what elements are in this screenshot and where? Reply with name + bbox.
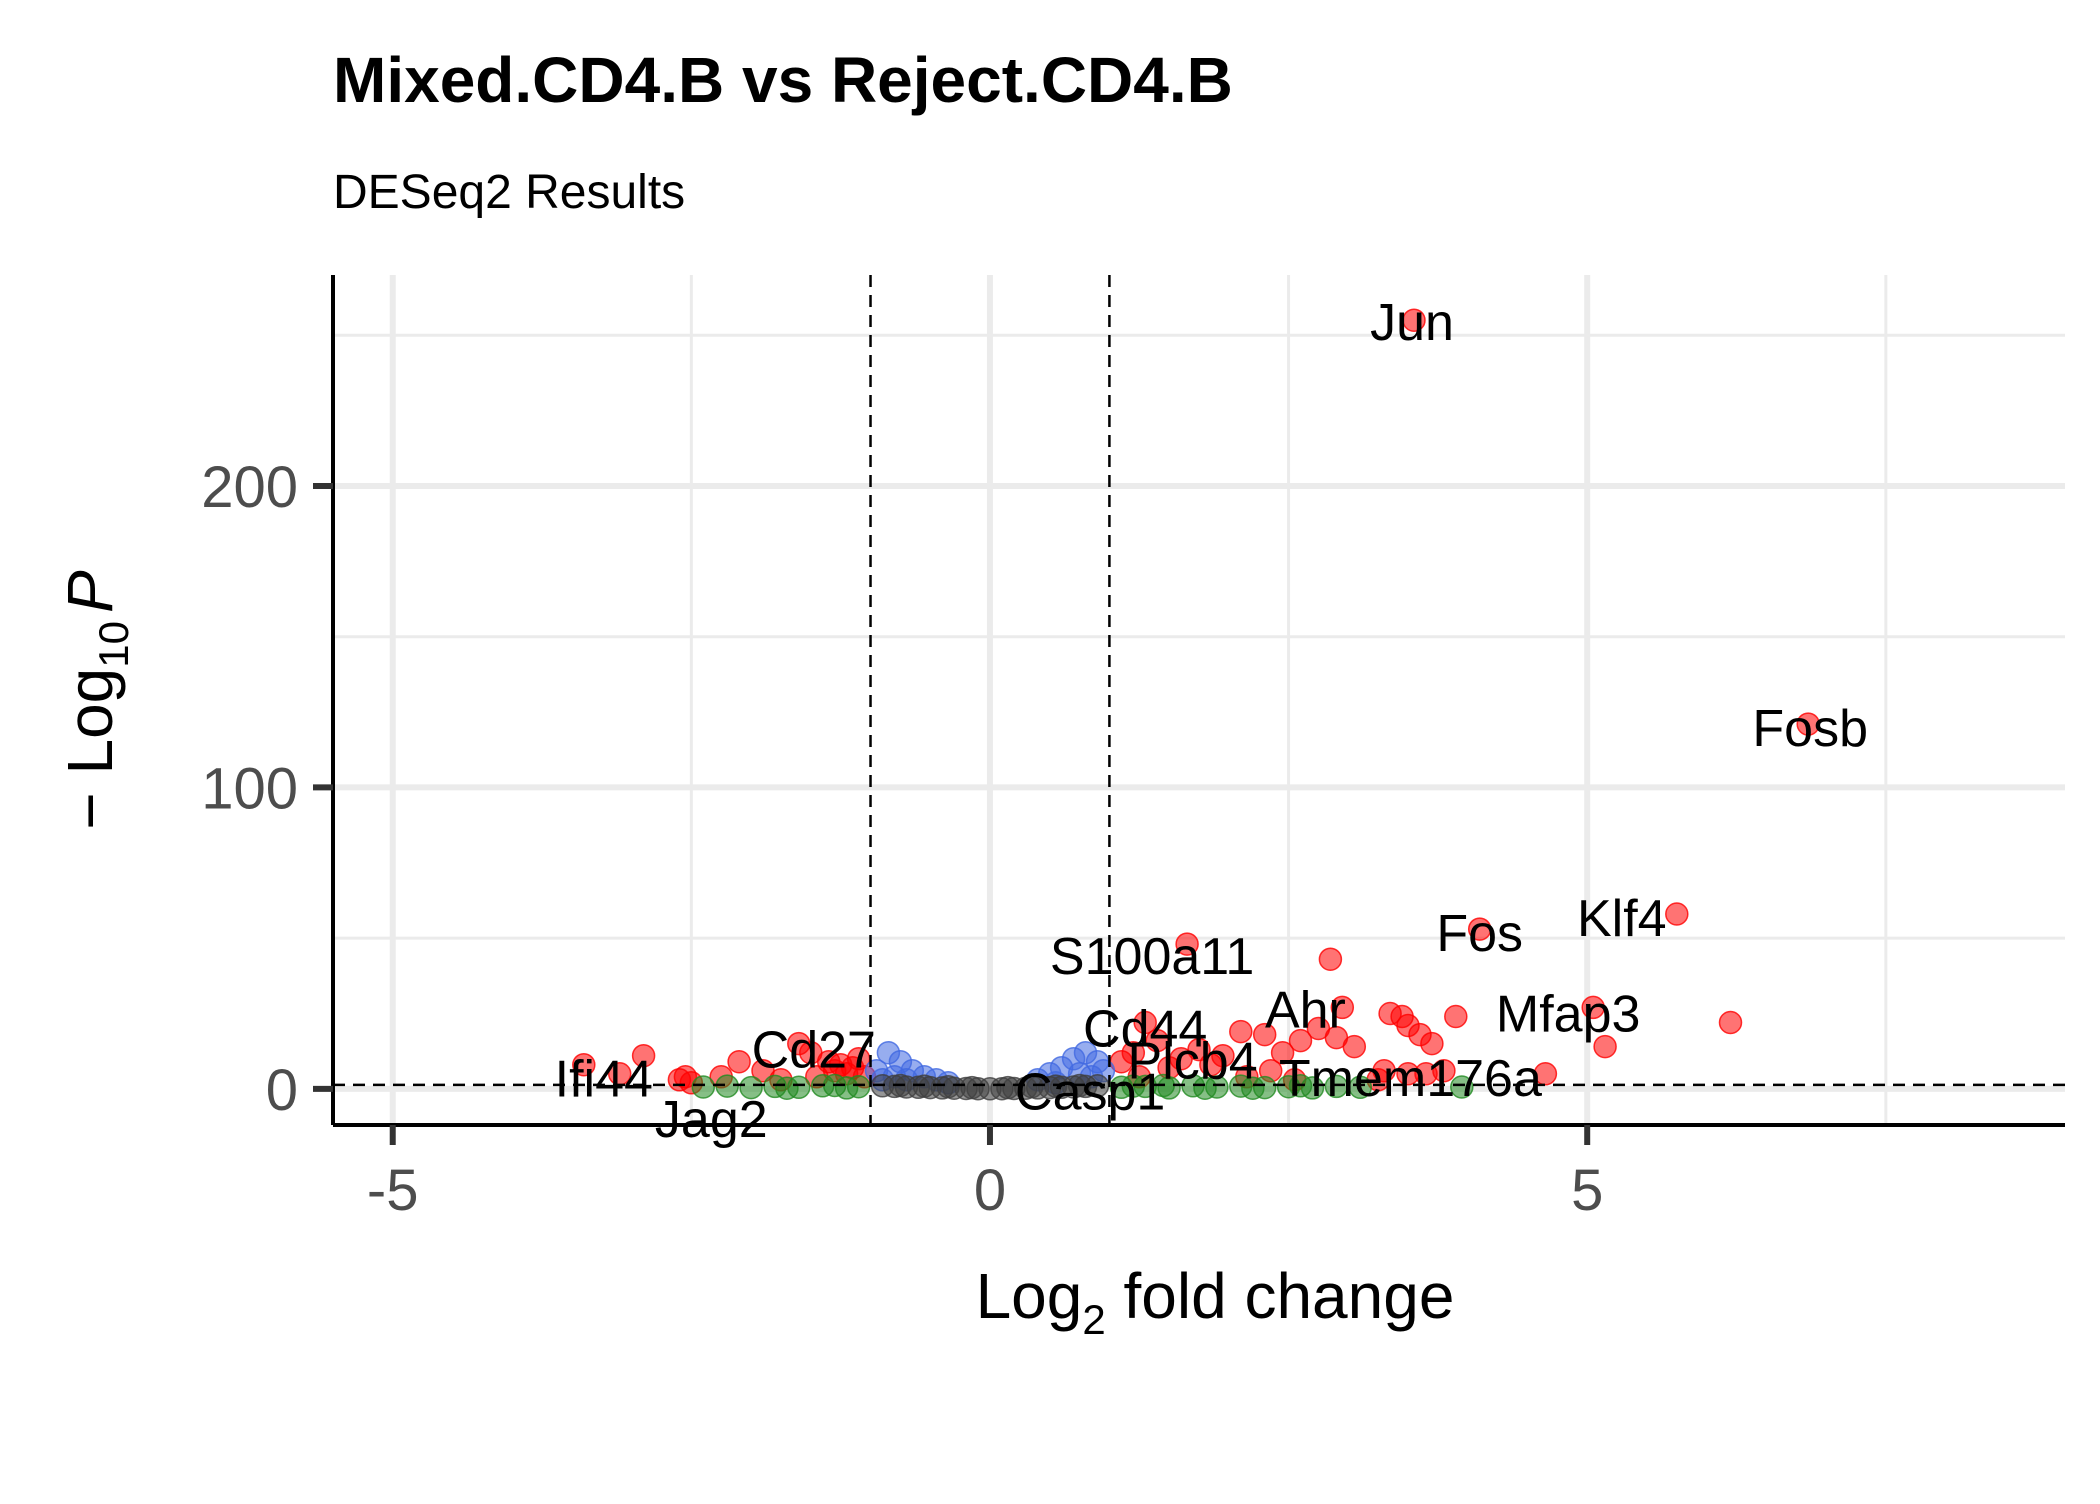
gene-labels: Jun Fosb Klf4 Fos S100a11 Mfap3 Ahr Cd44Plcb4Ca… [555,294,1868,1149]
point-log2fc-18 [1348,1075,1373,1100]
point-log2fc-19 [1450,1075,1474,1099]
point-p_and_log2fc-22 [1229,1019,1253,1044]
point-p_and_log2fc-16 [1330,995,1355,1020]
chart-title: Mixed.CD4.B vs Reject.CD4.B [333,44,1233,116]
x-tick-label-0: -5 [367,1158,419,1223]
point-log2fc-23 [1241,1076,1265,1100]
gene-label-8: Plcb4 [1128,1033,1258,1091]
point-p_and_log2fc-18 [1306,1016,1331,1041]
point-log2fc-17 [1324,1074,1349,1099]
gene-label-13: Jag2 [655,1091,768,1149]
point-p_and_log2fc-29 [1133,1010,1157,1035]
point-p_and_log2fc-20 [1270,1040,1295,1065]
point-p_and_log2fc-10 [1444,1004,1468,1029]
point-p_and_log2fc-44 [631,1043,656,1068]
chart-subtitle: DESeq2 Results [333,166,685,219]
point-p_and_log2fc-1 [1796,712,1820,736]
point-p_and_log2fc-7 [1581,995,1605,1020]
point-log2fc-0 [691,1075,716,1099]
point-log2fc-2 [739,1075,763,1100]
point-p_and_log2fc-37 [1342,1034,1367,1059]
gene-label-2: Klf4 [1577,890,1667,948]
gene-label-3: Fos [1436,905,1523,963]
point-p_and_log2fc-5 [1318,947,1343,971]
x-tick-label-1: 0 [974,1158,1006,1223]
point-p_and_log2fc-12 [1378,1001,1402,1026]
point-p_and_log2fc-35 [1432,1058,1456,1083]
point-p_and_log2fc-28 [1145,1028,1169,1053]
gene-label-12: Ifi44 [555,1051,653,1109]
point-p_and_log2fc-3 [1467,917,1492,941]
gene-label-10: Tmem176a [1279,1050,1542,1108]
gene-label-6: Ahr [1265,981,1346,1039]
point-p_and_log2fc-42 [572,1052,596,1077]
point-p_and_log2fc-21 [1252,1022,1277,1047]
y-tick-label-2: 200 [201,455,298,520]
point-p_and_log2fc-48 [727,1049,751,1074]
gene-label-4: S100a11 [1050,928,1254,986]
point-p_and_log2fc-8 [1593,1034,1617,1059]
y-axis-title: − Log10P [54,570,137,830]
point-p_and_log2fc-19 [1288,1028,1313,1053]
gene-label-5: Mfap3 [1496,985,1641,1043]
y-tick-label-1: 100 [201,756,298,821]
gene-label-1: Fosb [1752,700,1868,758]
point-log2fc-26 [775,1076,799,1100]
point-p_and_log2fc-9 [1533,1062,1558,1086]
point-ns-25 [960,1075,984,1100]
point-p_and_log2fc-15 [1420,1031,1444,1056]
point-p_and_log2fc-4 [1175,932,1199,956]
point-p_and_log2fc-6 [1718,1010,1743,1035]
gene-label-0: Jun [1370,294,1454,352]
y-tick-label-0: 0 [266,1058,298,1123]
point-p_and_log2fc-47 [673,1065,698,1089]
x-axis-title: Log2 fold change [976,1260,1455,1343]
point-p_and_log2fc-0 [1402,308,1426,332]
point-p_and_log2fc-2 [1665,902,1689,926]
point-ns-24 [1020,1074,1044,1099]
x-tick-label-2: 5 [1571,1158,1603,1223]
gene-label-11: Cd27 [752,1022,876,1080]
point-log2fc-22 [1193,1076,1217,1100]
gene-label-9: Casp1 [1015,1064,1165,1122]
gene-label-7: Cd44 [1083,1001,1207,1059]
point-ns-26 [996,1075,1020,1100]
point-ns-23 [936,1074,960,1099]
grid-lines [333,275,2065,1125]
